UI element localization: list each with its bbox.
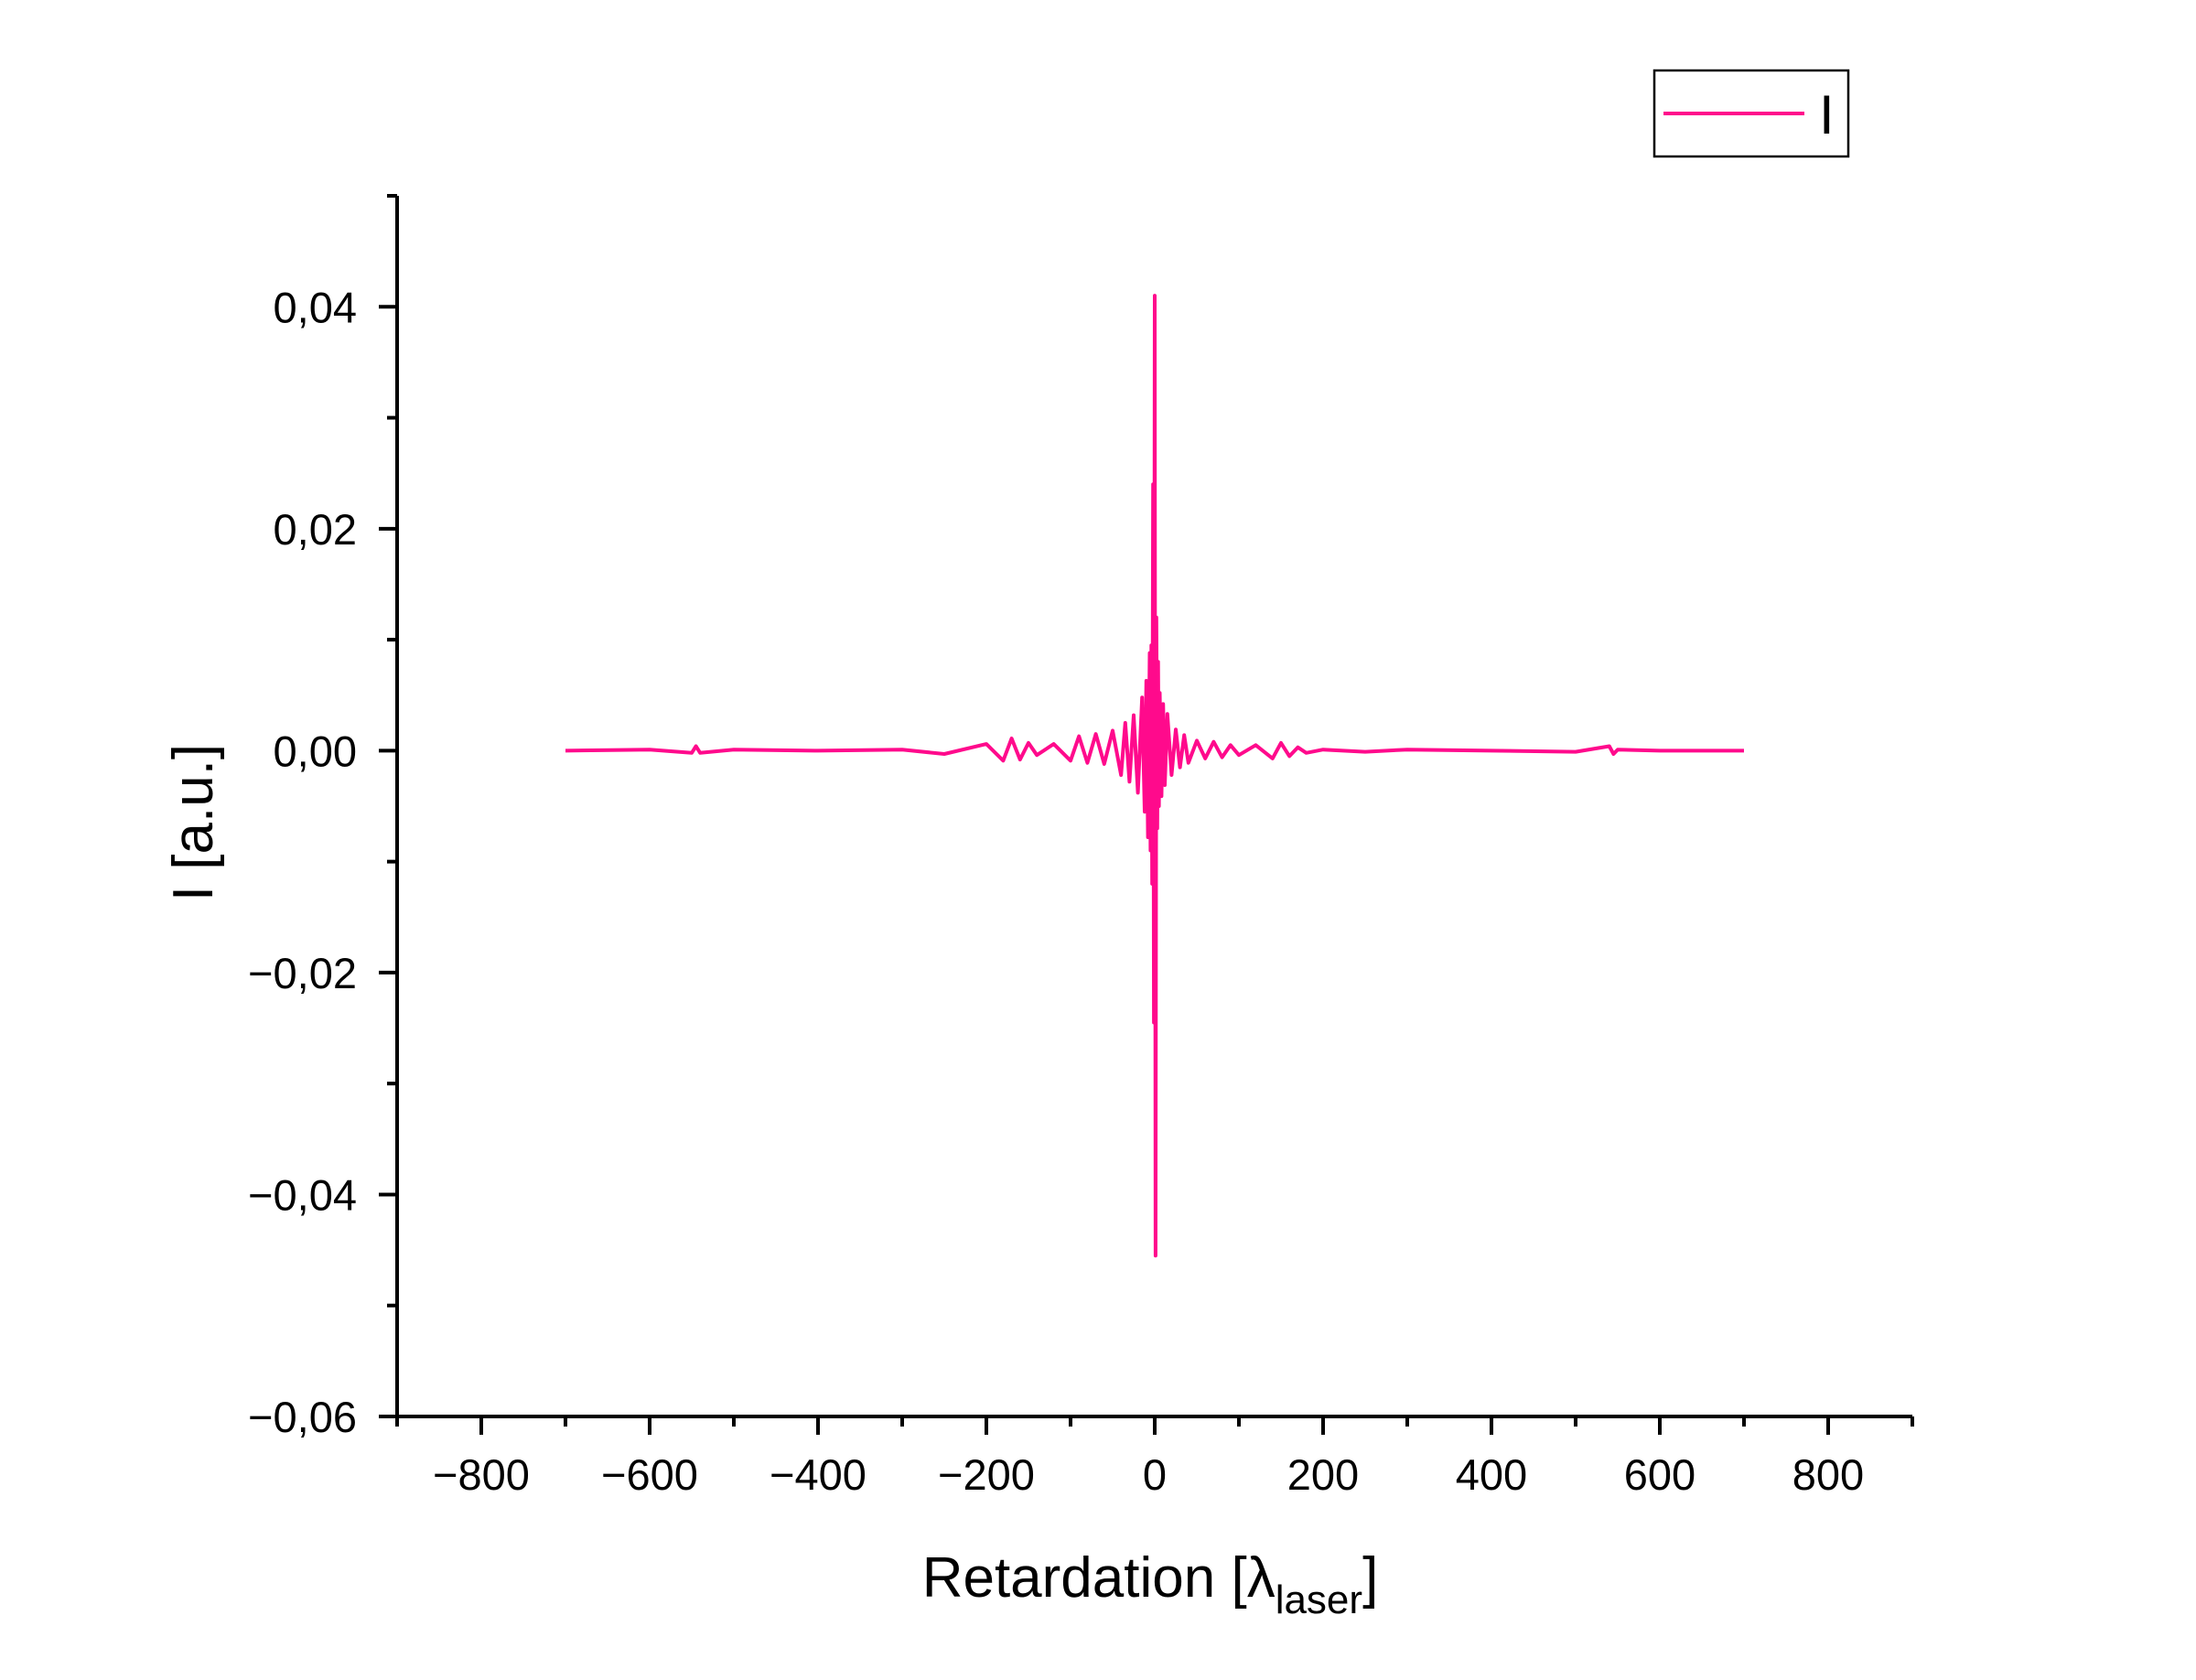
x-axis-title-subscript: laser (1276, 1578, 1362, 1622)
x-axis-title: Retardation [λlaser] (922, 1546, 1379, 1622)
x-tick-label: 400 (1456, 1450, 1527, 1499)
y-axis-title: I [a.u.] (162, 744, 225, 901)
x-tick-label: −600 (601, 1450, 698, 1499)
x-axis-title-symbol: λ (1247, 1546, 1276, 1610)
legend: I (1652, 69, 1850, 158)
x-axis-title-close: ] (1362, 1546, 1378, 1610)
y-tick-label: 0,00 (274, 727, 357, 775)
x-tick-label: 0 (1143, 1450, 1167, 1499)
plot-series (565, 294, 1744, 1258)
y-tick-label: 0,04 (274, 283, 357, 331)
x-tick-label: −200 (938, 1450, 1035, 1499)
x-tick-label: 200 (1287, 1450, 1359, 1499)
x-tick-label: −800 (433, 1450, 530, 1499)
y-tick-label: −0,04 (248, 1170, 357, 1219)
x-tick-label: 600 (1624, 1450, 1695, 1499)
series-line-0 (565, 294, 1744, 1258)
axes: −800 −600 −400 −200 0 200 400 600 800 −0,06 −0,04 −… (248, 194, 1914, 1499)
x-tick-label: −400 (770, 1450, 867, 1499)
x-axis-title-main: Retardation [ (922, 1546, 1247, 1610)
x-tick-label: 800 (1792, 1450, 1864, 1499)
y-tick-label: 0,02 (274, 505, 357, 554)
y-tick-label: −0,02 (248, 949, 357, 997)
axis-titles: Retardation [λlaser] I [a.u.] (162, 744, 1378, 1622)
legend-label: I (1819, 84, 1835, 145)
y-tick-label: −0,06 (248, 1393, 357, 1441)
